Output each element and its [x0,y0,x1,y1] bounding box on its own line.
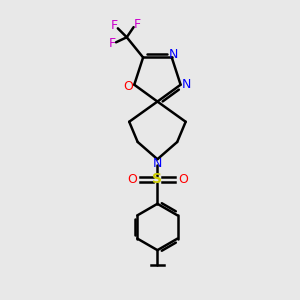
Text: F: F [109,37,116,50]
Text: O: O [123,80,133,93]
Text: O: O [127,173,137,186]
Text: N: N [153,157,162,169]
Text: O: O [178,173,188,186]
Text: N: N [169,48,178,61]
Text: S: S [152,172,162,186]
Text: N: N [181,78,190,91]
Text: F: F [111,19,118,32]
Text: F: F [134,18,141,31]
